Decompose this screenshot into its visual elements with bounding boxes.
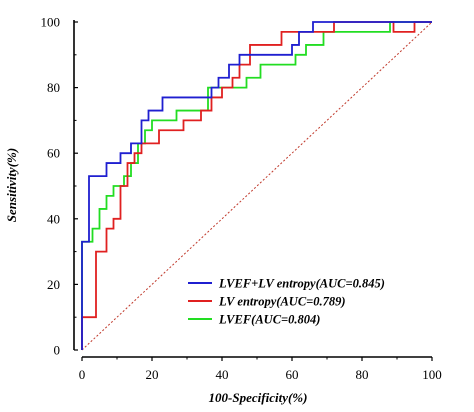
x-tick-label: 20 [146,367,159,382]
x-tick-label: 40 [216,367,229,382]
y-tick-label: 40 [47,211,60,226]
y-tick-label: 80 [47,80,60,95]
legend-label: LVEF(AUC=0.804) [218,313,320,327]
x-tick-label: 100 [422,367,442,382]
y-tick-label: 100 [41,15,61,30]
roc-curve-3 [81,21,432,350]
axes: 0 20 40 60 80 100 0 20 40 60 80 100 [41,15,442,383]
x-tick-label: 80 [356,367,369,382]
x-tick-label: 0 [79,367,86,382]
roc-curves [81,21,432,350]
y-tick-label: 20 [47,277,60,292]
roc-curve-1 [81,21,432,350]
y-tick-label: 60 [47,146,60,161]
legend-label: LVEF+LV entropy(AUC=0.845) [218,277,385,291]
y-tick-label: 0 [54,343,61,358]
legend-label: LV entropy(AUC=0.789) [218,295,346,309]
x-axis-title: 100-Specificity(%) [209,390,308,405]
x-tick-label: 60 [286,367,299,382]
legend: LVEF+LV entropy(AUC=0.845) LV entropy(AUC… [188,277,385,327]
y-axis-title: Sensitivity(%) [4,148,19,222]
